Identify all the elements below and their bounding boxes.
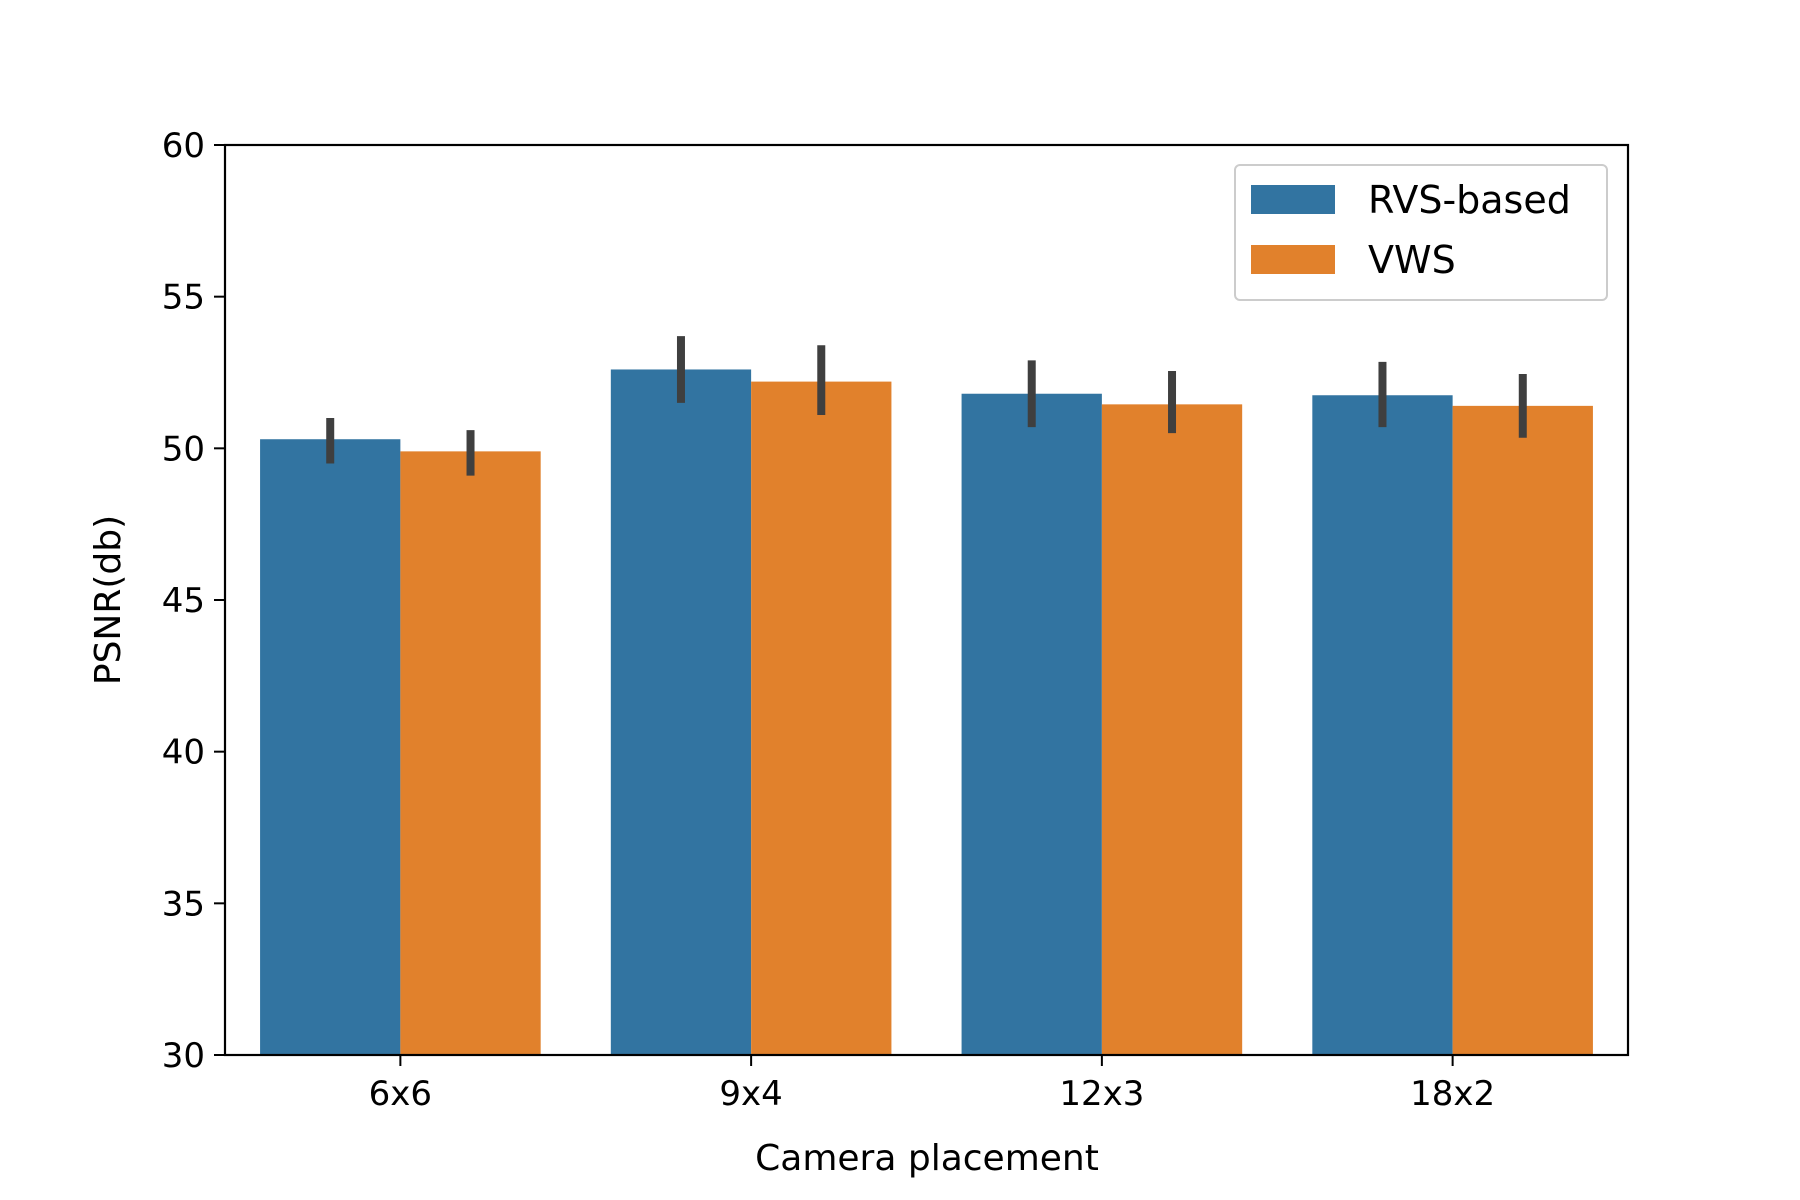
- legend-label-vws: VWS: [1368, 238, 1456, 282]
- bar-vws-12x3: [1101, 404, 1243, 1056]
- bar-rvs-based-12x3: [961, 393, 1102, 1055]
- x-axis: 6x6 9x4 12x3 18x2: [369, 1055, 1495, 1114]
- bars-layer: [260, 369, 1593, 1056]
- y-tick-label: 55: [162, 278, 205, 318]
- bar-rvs-based-9x4: [610, 369, 752, 1055]
- y-tick-label: 50: [162, 429, 205, 469]
- y-tick-label: 30: [162, 1036, 205, 1076]
- bar-vws-9x4: [751, 381, 892, 1056]
- x-tick-label: 9x4: [719, 1074, 782, 1114]
- bar-vws-6x6: [400, 451, 541, 1055]
- legend-swatch-vws: [1251, 245, 1335, 274]
- y-tick-label: 45: [162, 581, 205, 621]
- x-tick-label: 18x2: [1410, 1074, 1495, 1114]
- legend-label-rvs-based: RVS-based: [1368, 178, 1571, 222]
- y-tick-label: 60: [162, 126, 205, 166]
- legend-swatch-rvs-based: [1251, 185, 1335, 214]
- y-tick-label: 40: [162, 733, 205, 773]
- bar-rvs-based-6x6: [260, 439, 401, 1055]
- bar-vws-18x2: [1452, 405, 1593, 1055]
- x-tick-label: 6x6: [369, 1074, 432, 1114]
- y-axis: 30 35 40 45 50 55 60: [162, 126, 225, 1076]
- x-axis-label: Camera placement: [755, 1138, 1099, 1179]
- x-tick-label: 12x3: [1059, 1074, 1144, 1114]
- bar-rvs-based-18x2: [1312, 395, 1453, 1055]
- legend: RVS-based VWS: [1234, 164, 1608, 301]
- errorbars-layer: [326, 336, 1527, 476]
- y-tick-label: 35: [162, 884, 205, 924]
- y-axis-label: PSNR(db): [88, 515, 129, 685]
